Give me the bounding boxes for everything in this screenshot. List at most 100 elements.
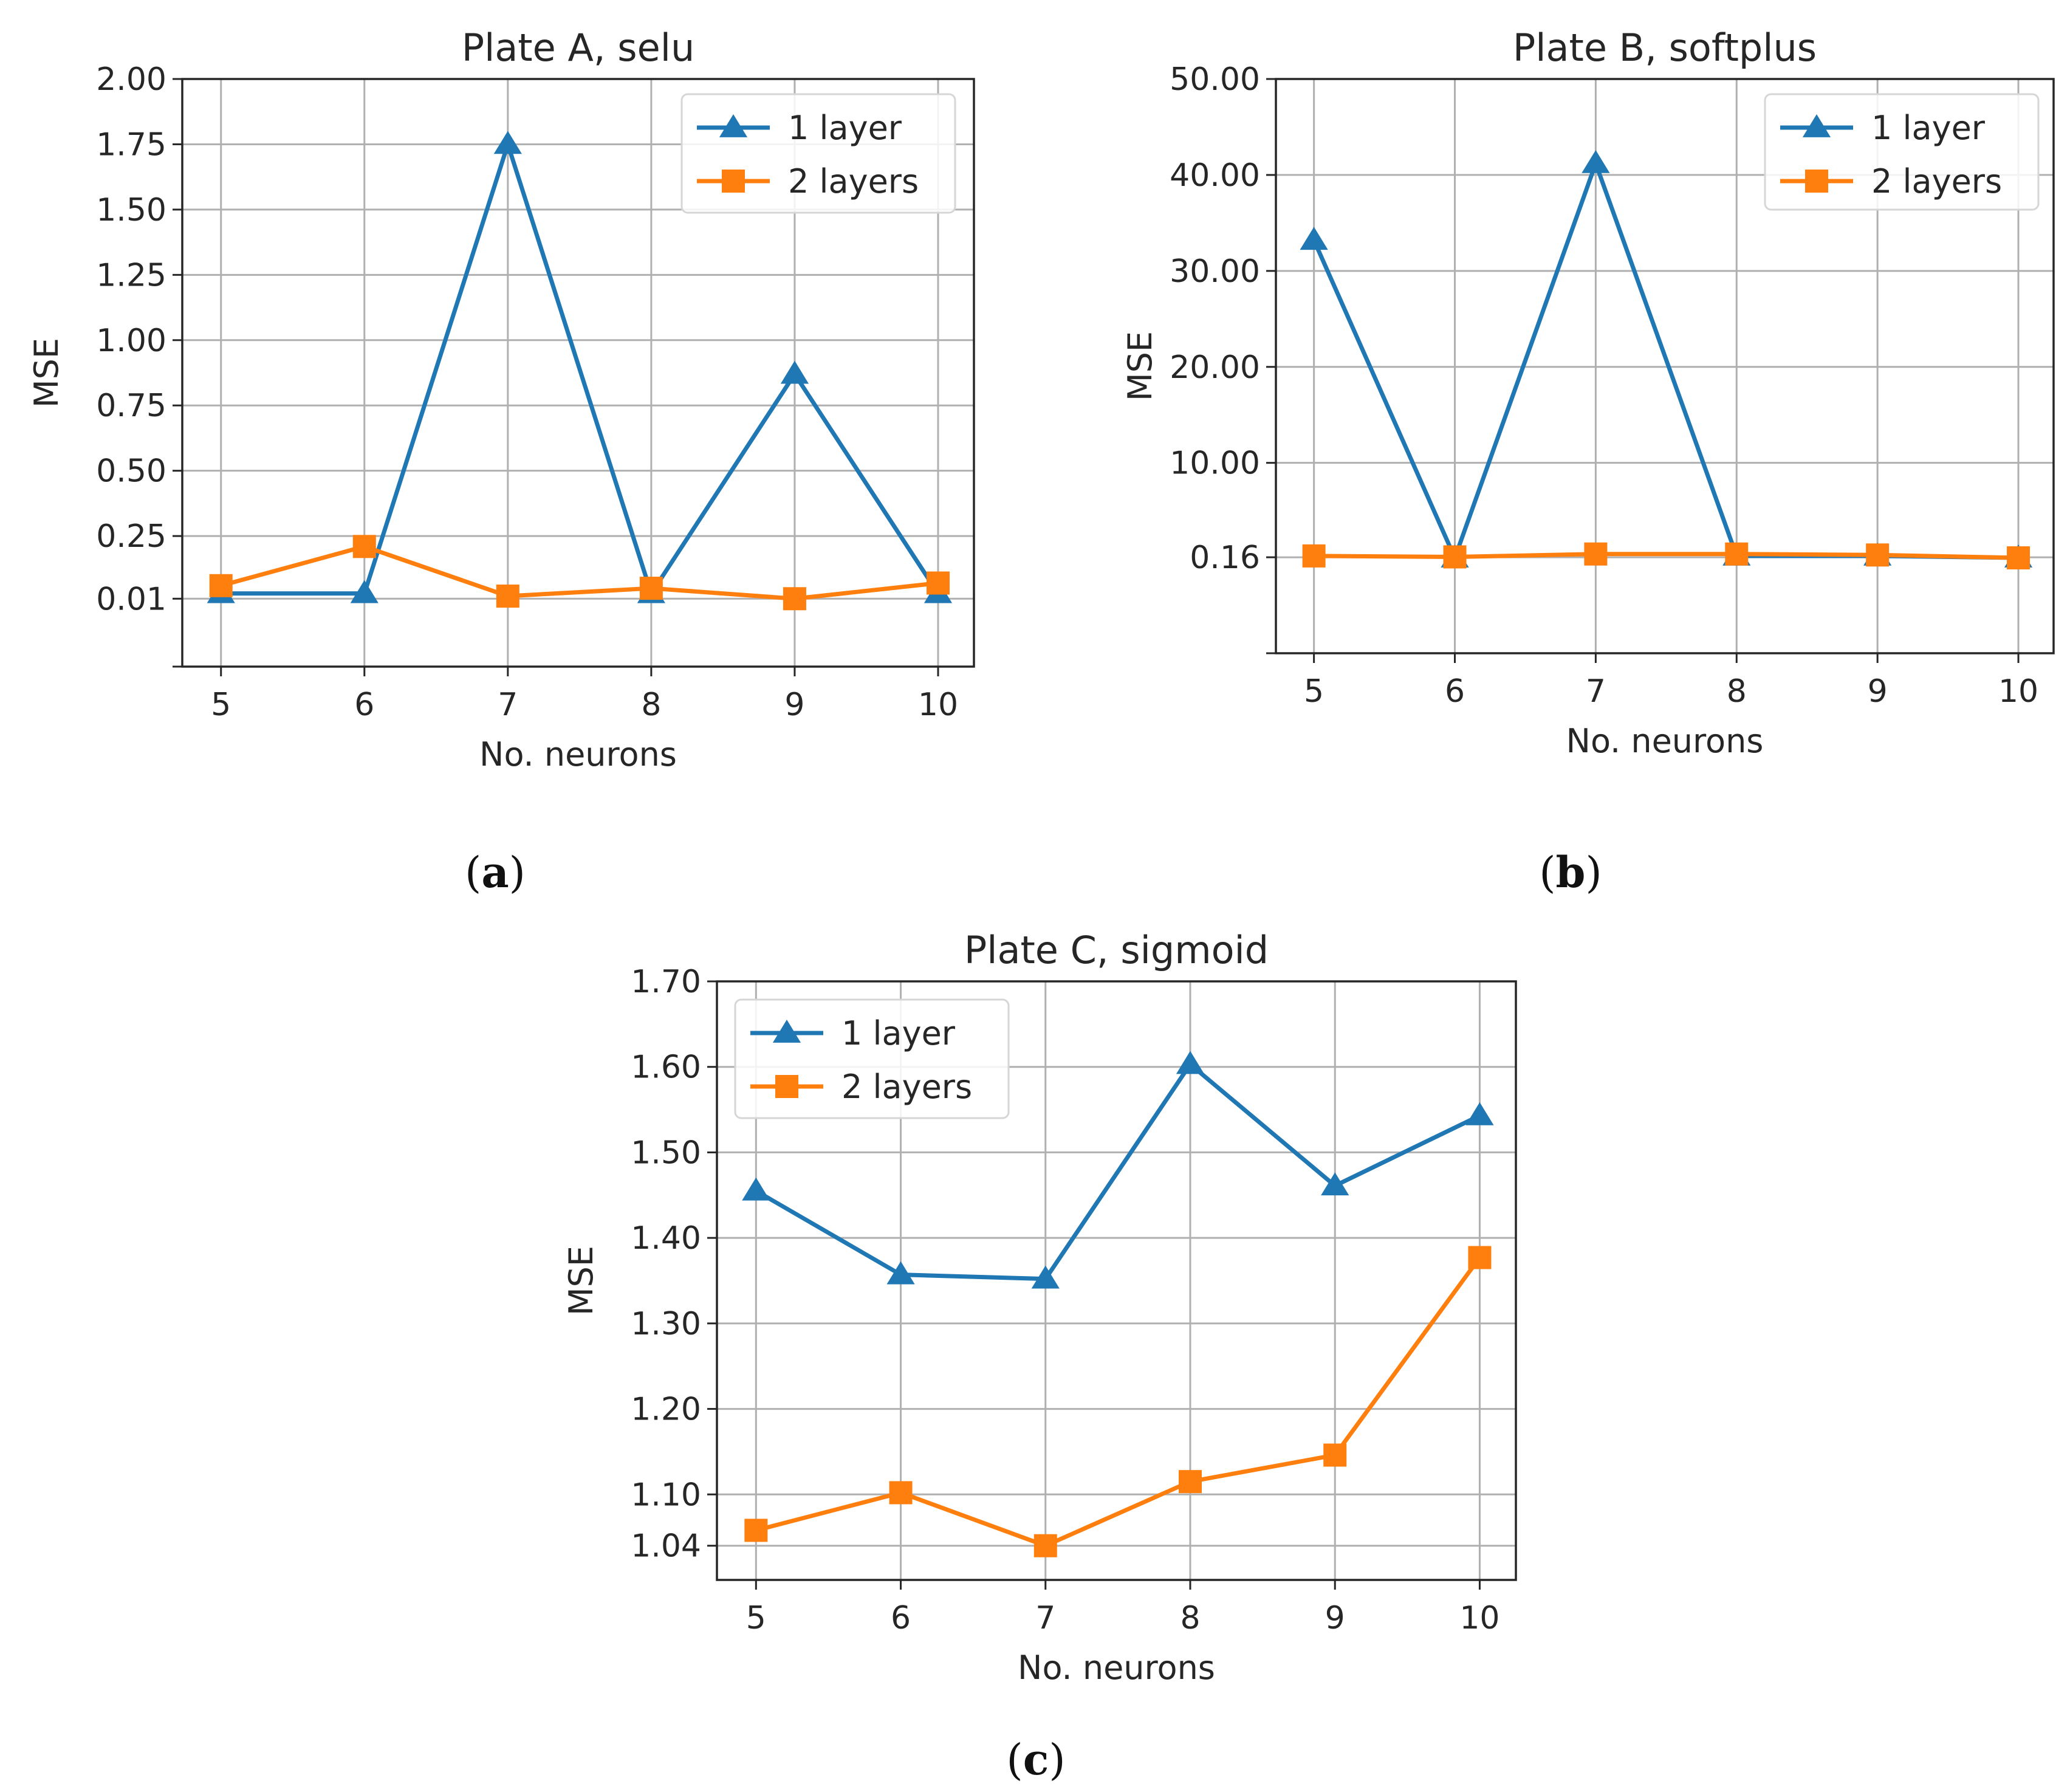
series-line	[221, 142, 940, 596]
data-point	[1443, 545, 1467, 569]
panel-caption: (b)	[1539, 847, 1602, 898]
x-tick-label: 8	[1180, 1600, 1200, 1636]
x-axis-label: No. neurons	[1018, 1649, 1215, 1687]
legend-label: 1 layer	[1871, 109, 1986, 147]
chart-title: Plate B, softplus	[1513, 26, 1817, 70]
data-point	[1031, 1265, 1060, 1289]
data-point	[783, 587, 806, 611]
series-line	[755, 1256, 1482, 1548]
data-point	[1468, 1246, 1492, 1269]
legend-label: 2 layers	[1871, 162, 2002, 201]
series-two-layers	[744, 1246, 1492, 1557]
data-point	[1178, 1470, 1202, 1494]
data-point	[2007, 546, 2031, 570]
chart-panel-b: 0.16 10.00 20.00 30.00 40.00 50.00 5 6 7 8 9 10 Plat…	[1121, 26, 2055, 898]
data-point	[1465, 1102, 1494, 1125]
data-point	[889, 1481, 913, 1505]
y-tick-label: 40.00	[1170, 157, 1260, 194]
y-tick-label: 1.50	[96, 192, 166, 228]
panel-caption-letter: b	[1556, 847, 1586, 898]
data-point	[1300, 227, 1328, 250]
x-tick-label: 8	[1727, 673, 1747, 710]
series-line	[1312, 161, 2019, 560]
x-tick-label: 6	[891, 1600, 911, 1636]
y-tick-label: 0.16	[1190, 540, 1260, 576]
y-tick-label: 0.01	[96, 581, 166, 617]
y-tick-label: 10.00	[1170, 445, 1260, 482]
plot-frame	[181, 78, 975, 668]
y-axis-label: MSE	[27, 338, 66, 408]
y-tick-label: 50.00	[1170, 61, 1260, 98]
plot-frame	[716, 980, 1517, 1581]
data-point	[1302, 544, 1326, 568]
y-tick-label: 1.20	[631, 1392, 701, 1428]
x-tick-label: 9	[1868, 673, 1888, 710]
series-two-layers	[1302, 542, 2031, 570]
x-tick-label: 6	[354, 687, 374, 723]
data-point	[744, 1519, 768, 1542]
y-tick-label: 1.30	[631, 1306, 701, 1342]
x-tick-label: 10	[1459, 1600, 1499, 1636]
data-point	[209, 574, 233, 597]
data-point	[1584, 542, 1608, 566]
x-tick-label: 10	[918, 687, 958, 723]
y-tick-label: 1.40	[631, 1220, 701, 1257]
legend: 1 layer 2 layers	[1764, 93, 2040, 211]
series-line	[220, 544, 939, 601]
data-point	[1321, 1172, 1349, 1196]
data-point	[1582, 149, 1610, 173]
data-point	[1866, 543, 1890, 567]
series-line	[1314, 552, 2019, 560]
y-tick-label: 30.00	[1170, 253, 1260, 290]
data-point	[780, 360, 809, 384]
legend-marker	[772, 1020, 801, 1043]
data-point	[496, 584, 519, 608]
data-point	[639, 577, 663, 600]
data-point	[886, 1261, 915, 1285]
x-tick-label: 9	[784, 687, 804, 723]
legend: 1 layer 2 layers	[734, 998, 1010, 1119]
y-tick-label: 0.25	[96, 518, 166, 555]
panel-caption-letter: c	[1023, 1734, 1049, 1785]
legend-label: 1 layer	[841, 1014, 956, 1052]
x-tick-label: 5	[746, 1600, 766, 1636]
data-point	[1033, 1534, 1057, 1557]
y-tick-label: 1.04	[631, 1528, 701, 1565]
data-point	[1725, 542, 1749, 566]
x-tick-label: 6	[1445, 673, 1465, 710]
y-tick-label: 0.50	[96, 453, 166, 490]
panel-caption: (a)	[465, 847, 526, 898]
x-tick-label: 7	[1586, 673, 1606, 710]
chart-title: Plate C, sigmoid	[964, 928, 1269, 972]
y-tick-label: 1.25	[96, 257, 166, 294]
x-tick-label: 7	[498, 687, 518, 723]
y-tick-label: 1.60	[631, 1049, 701, 1086]
data-point	[352, 535, 376, 558]
chart-panel-c: 1.04 1.10 1.20 1.30 1.40 1.50 1.60 1.70 5 6 7 8 9 10 P…	[562, 928, 1517, 1785]
legend-marker	[775, 1075, 798, 1098]
y-tick-label: 1.75	[96, 126, 166, 163]
chart-title: Plate A, selu	[462, 26, 695, 70]
y-tick-label: 20.00	[1170, 349, 1260, 386]
series-two-layers	[209, 535, 950, 611]
data-point	[493, 131, 522, 154]
legend-marker	[719, 114, 748, 137]
y-axis-label: MSE	[562, 1246, 600, 1316]
legend-label: 2 layers	[788, 162, 919, 201]
data-point	[1176, 1051, 1205, 1074]
series-one-layer	[742, 1051, 1494, 1289]
legend-label: 1 layer	[788, 109, 902, 147]
data-point	[926, 571, 950, 595]
x-tick-label: 5	[211, 687, 231, 723]
series-one-layer	[1300, 149, 2033, 568]
panel-caption-letter: a	[481, 847, 509, 898]
x-tick-label: 8	[641, 687, 661, 723]
y-axis-label: MSE	[1121, 331, 1159, 401]
x-tick-label: 5	[1304, 673, 1324, 710]
legend: 1 layer 2 layers	[680, 93, 956, 214]
legend-label: 2 layers	[841, 1068, 972, 1106]
data-point	[1323, 1443, 1347, 1467]
y-tick-label: 0.75	[96, 388, 166, 424]
x-axis-label: No. neurons	[1566, 722, 1764, 760]
